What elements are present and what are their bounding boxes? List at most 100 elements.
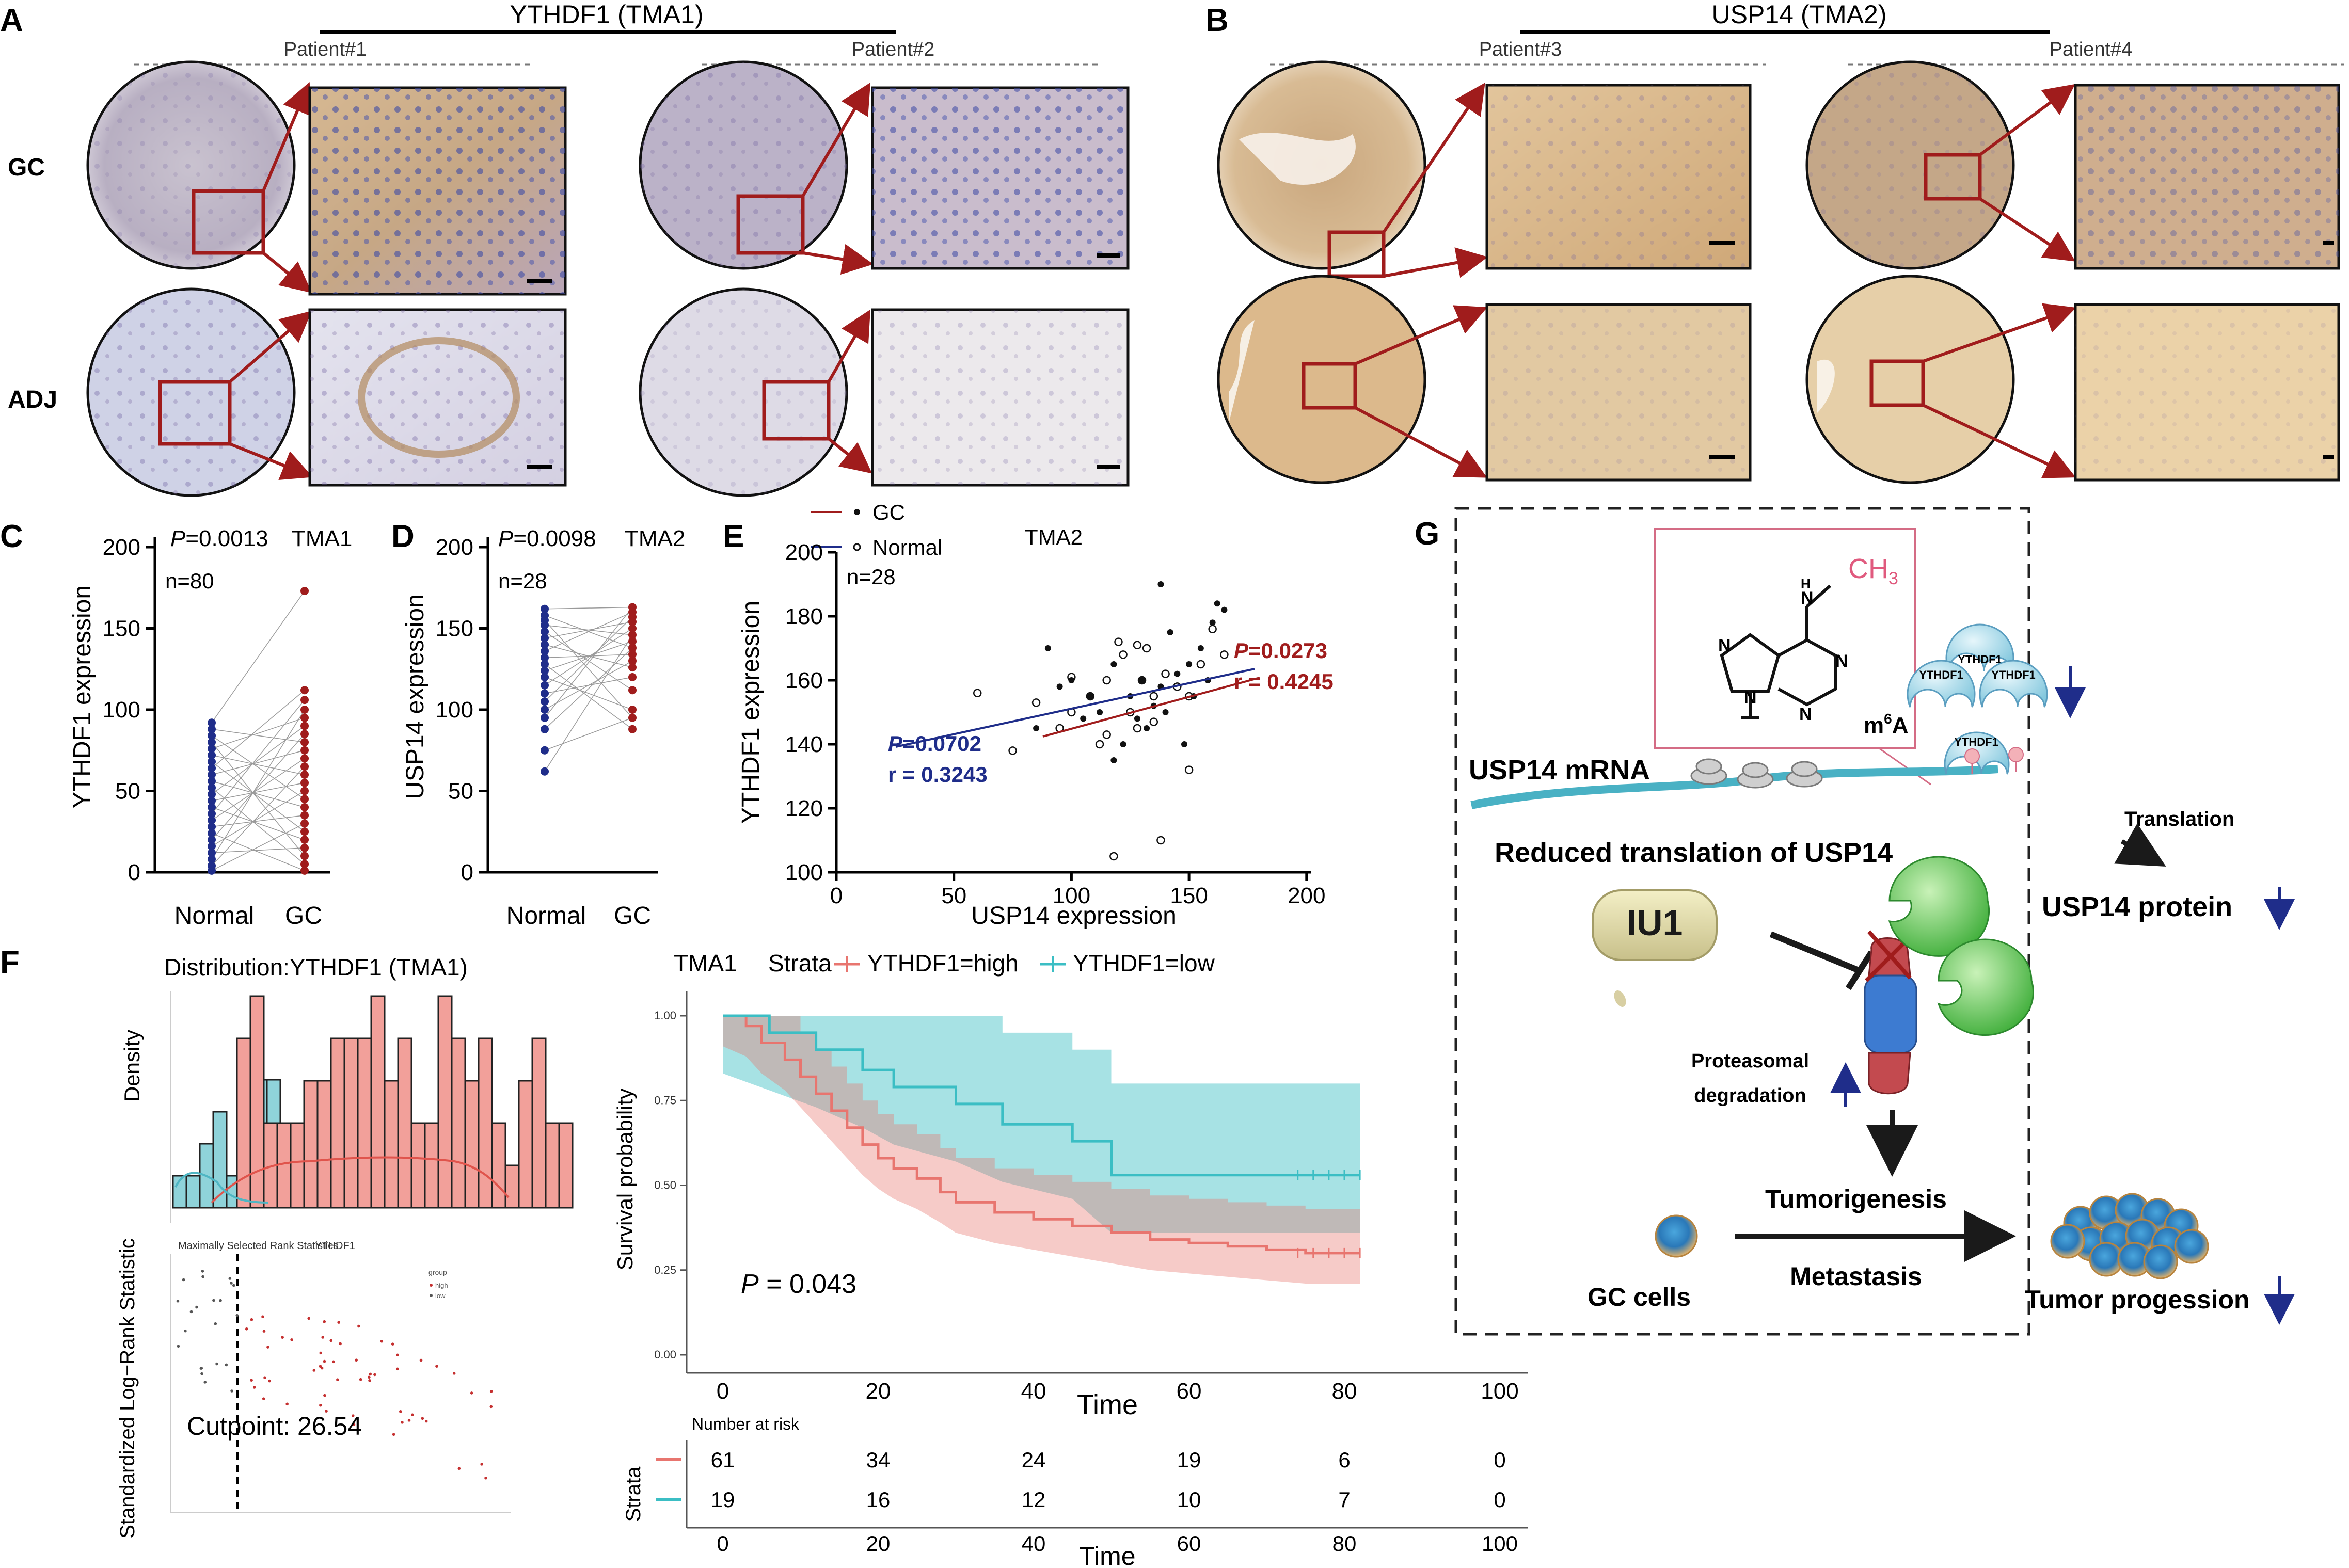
gc-point — [1157, 581, 1164, 587]
msrs-subtitle: YTHDF1 — [315, 1240, 355, 1252]
rank-point-high — [290, 1338, 293, 1341]
risk-x-tick-label: 100 — [1482, 1531, 1518, 1556]
rank-point-high — [359, 1378, 362, 1381]
rank-point-high — [250, 1379, 253, 1382]
rank-point-high — [329, 1339, 333, 1342]
normal-point — [541, 697, 549, 706]
gc-point — [1110, 661, 1117, 667]
risk-count-low: 7 — [1338, 1487, 1350, 1512]
y-tick-label: 120 — [785, 796, 823, 821]
rank-point-low — [200, 1372, 203, 1375]
panel-c-xtick-gc: GC — [285, 902, 322, 930]
row-label-gc: GC — [8, 154, 45, 181]
rank-point-high — [435, 1365, 438, 1368]
gc-point — [628, 673, 637, 681]
panel-e-tma: TMA2 — [1025, 525, 1083, 549]
panel-g: G N N N N N H CH3 m6A YTHDF1 YTHDF1 YTHD… — [1415, 507, 2295, 1336]
m6a-structure — [1720, 584, 1837, 719]
rank-point-high — [319, 1365, 322, 1368]
normal-point — [541, 641, 549, 649]
y-tick-label: 100 — [103, 697, 140, 723]
gc-point — [300, 860, 309, 869]
rank-point-high — [332, 1360, 335, 1364]
panel-c-pvalue: P=0.0013 — [170, 526, 268, 551]
pair-line — [211, 690, 305, 769]
normal-point — [1184, 765, 1194, 774]
normal-point — [208, 829, 216, 838]
x-tick-label: 80 — [1332, 1379, 1357, 1404]
m6a-label: m6A — [1864, 711, 1908, 738]
rank-point-high — [262, 1397, 265, 1400]
panel-c-n: n=80 — [165, 569, 214, 593]
normal-point — [1067, 673, 1076, 682]
gc-cell-icon — [1655, 1214, 1698, 1258]
gc-point — [300, 696, 309, 705]
gc-point — [1214, 600, 1220, 607]
translation-arrow — [2114, 823, 2166, 867]
panel-e-normal-fit — [895, 668, 1255, 748]
pair-line — [544, 628, 633, 686]
gc-point — [628, 631, 637, 639]
normal-point — [1008, 746, 1017, 755]
normal-point — [541, 621, 549, 630]
hist-bar-high — [397, 1037, 412, 1209]
panel-letter-c: C — [0, 519, 23, 554]
x-tick-label: 200 — [1288, 883, 1325, 908]
rank-point-high — [368, 1375, 371, 1379]
normal-point — [541, 746, 549, 755]
y-tick-label: 180 — [785, 604, 823, 629]
panel-b-title: USP14 (TMA2) — [1712, 0, 1887, 29]
usp14-protein-label: USP14 protein — [2042, 891, 2232, 922]
rank-point-high — [252, 1386, 256, 1389]
panel-a-title: YTHDF1 (TMA1) — [510, 0, 704, 29]
rank-point-high — [339, 1342, 342, 1346]
gc-point — [1056, 683, 1063, 690]
x-tick-label: 100 — [1053, 883, 1090, 908]
hist-bar-high — [236, 1037, 251, 1209]
hist-bar-low — [212, 1111, 228, 1209]
usp14-protein-shape-b — [1937, 938, 2034, 1036]
hist-bar-high — [531, 1037, 547, 1209]
y-tick-label: 0 — [461, 860, 473, 885]
rank-point-high — [419, 1358, 423, 1362]
rank-point-high — [312, 1369, 316, 1372]
panel-d-pvalue: P=0.0098 — [498, 526, 596, 551]
pair-line — [211, 709, 305, 860]
ythdf1-label-top: YTHDF1 — [1958, 653, 2002, 666]
patient2-label: Patient#2 — [852, 39, 935, 60]
rank-point-low — [230, 1389, 233, 1393]
dist-density-high — [211, 1156, 510, 1204]
hist-bar-high — [316, 1080, 332, 1209]
tumor-cluster-icon — [2050, 1193, 2209, 1279]
degradation-label: degradation — [1694, 1085, 1806, 1107]
atom-n1: N — [1835, 651, 1848, 671]
risk-count-low: 12 — [1022, 1487, 1046, 1512]
gc-point — [1097, 709, 1103, 715]
tumor-progression-label: Tumor progession — [2025, 1285, 2249, 1314]
gc-point — [1167, 629, 1173, 635]
rank-point-low — [230, 1282, 233, 1285]
gc-point — [300, 787, 309, 795]
rank-point-high — [368, 1379, 371, 1382]
normal-point — [1109, 852, 1118, 861]
km-pvalue: P = 0.043 — [741, 1269, 856, 1299]
km-curve-high — [723, 1014, 1360, 1255]
risk-count-low: 10 — [1177, 1487, 1201, 1512]
rank-point-high — [391, 1342, 394, 1346]
normal-point — [541, 647, 549, 655]
rank-point-high — [266, 1346, 269, 1349]
pair-line — [544, 620, 633, 718]
normal-point — [208, 816, 216, 825]
km-curve-low — [723, 1014, 1360, 1177]
hist-bar-low — [185, 1175, 201, 1209]
patient4-label: Patient#4 — [2050, 39, 2133, 60]
row-label-adj: ADJ — [8, 386, 57, 413]
rank-point-high — [319, 1403, 322, 1407]
normal-point — [1149, 692, 1158, 701]
usp14-mrna-label: USP14 mRNA — [1469, 755, 1650, 786]
tumor-cell — [2143, 1244, 2178, 1279]
pair-line — [544, 677, 633, 710]
rank-point-high — [323, 1320, 326, 1323]
gc-point — [1044, 645, 1051, 651]
pair-line — [544, 647, 633, 730]
